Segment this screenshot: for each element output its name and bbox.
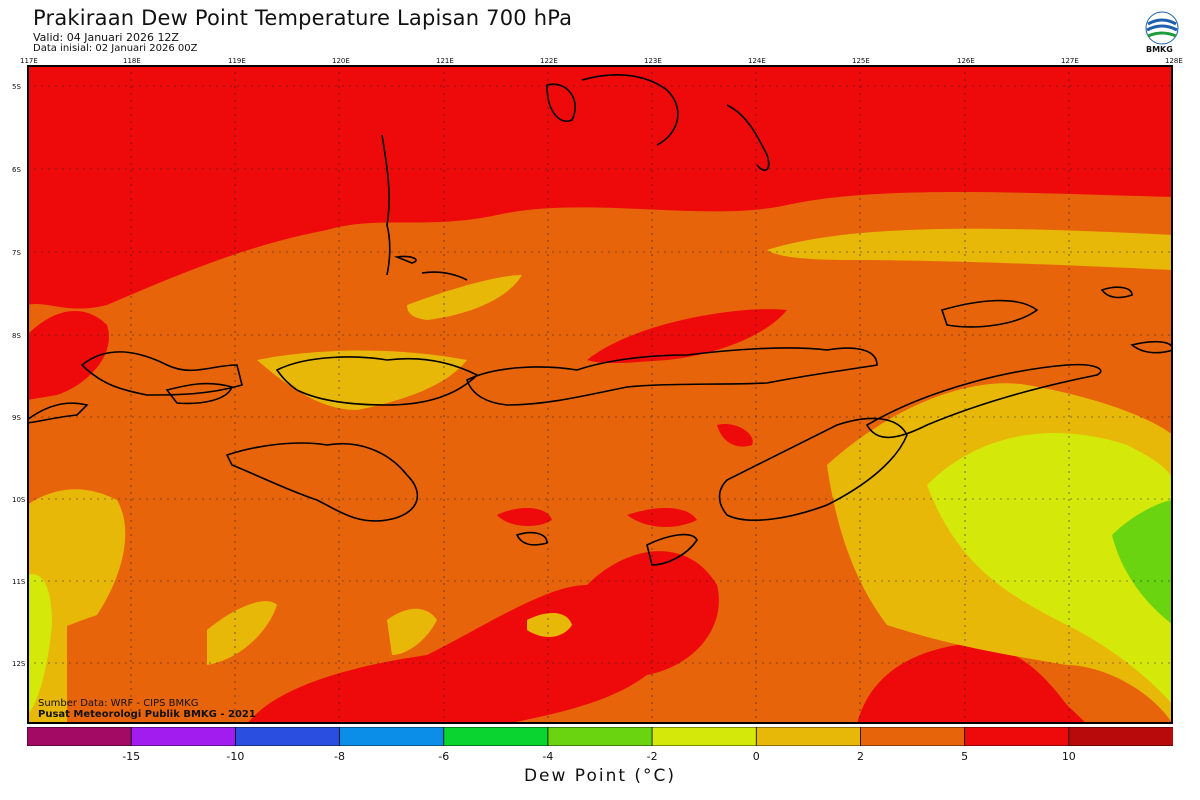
- lon-label: 119E: [228, 57, 246, 65]
- colorbar-label: Dew Point (°C): [523, 766, 677, 786]
- lon-label: 120E: [332, 57, 350, 65]
- field-red-timor: [717, 424, 753, 447]
- lon-label: 118E: [123, 57, 141, 65]
- colorbar-segment: [860, 727, 966, 746]
- lon-label: 122E: [540, 57, 558, 65]
- lat-label: 7S: [12, 249, 21, 257]
- colorbar-tick-label: 0: [753, 750, 760, 763]
- map-title: Prakiraan Dew Point Temperature Lapisan …: [33, 6, 573, 30]
- colorbar-tick-label: -10: [226, 750, 244, 763]
- colorbar-segment: [755, 727, 862, 746]
- colorbar-segment: [547, 727, 653, 746]
- field-green-east: [1112, 500, 1173, 625]
- field-red-north2: [27, 65, 1173, 175]
- lon-label: 125E: [852, 57, 870, 65]
- lon-label: 128E: [1165, 57, 1183, 65]
- coastlines: [27, 74, 1173, 566]
- colorbar-tick-label: -8: [334, 750, 345, 763]
- field-red-southeast: [857, 644, 1087, 724]
- lat-label: 5S: [12, 83, 21, 91]
- lon-label: 126E: [957, 57, 975, 65]
- field-yellow-south4: [527, 613, 572, 637]
- lon-label: 117E: [20, 57, 38, 65]
- lon-label: 124E: [748, 57, 766, 65]
- lon-label-strip: 117E 118E 119E 120E 121E 122E 123E 124E …: [20, 57, 1183, 65]
- field-red-south-small: [497, 508, 552, 527]
- lat-label: 8S: [12, 332, 21, 340]
- lat-label: 10S: [12, 496, 26, 504]
- colorbar-tick-label: -4: [542, 750, 553, 763]
- colorbar-tick-label: -2: [647, 750, 658, 763]
- valid-time: Valid: 04 Januari 2026 12Z: [33, 31, 179, 44]
- lat-label: 9S: [12, 414, 21, 422]
- colorbar-segment: [27, 727, 133, 746]
- colorbar-tick-label: -6: [438, 750, 449, 763]
- center-credit: Pusat Meteorologi Publik BMKG - 2021: [38, 709, 256, 720]
- field-red-southwest2: [627, 508, 697, 527]
- lat-label: 12S: [12, 660, 26, 668]
- colorbar-tick-label: 2: [857, 750, 864, 763]
- field-red-westlombok: [27, 311, 109, 400]
- graticule: [27, 65, 1173, 724]
- lon-label: 123E: [644, 57, 662, 65]
- lat-label-strip: 5S 6S 7S 8S 9S 10S 11S 12S: [12, 83, 26, 668]
- field-yellow-east: [767, 228, 1173, 270]
- data-source-credit: Sumber Data: WRF - CIPS BMKG: [38, 698, 199, 709]
- field-lightyellow-west: [27, 574, 52, 715]
- colorbar-tick-label: 10: [1062, 750, 1076, 763]
- lat-label: 11S: [12, 578, 26, 586]
- colorbar-tick-label: -15: [122, 750, 140, 763]
- colorbar-segment: [130, 727, 237, 746]
- field-lightyellow-east: [927, 433, 1173, 705]
- field-yellow-mid: [407, 275, 522, 320]
- colorbar-segment: [339, 727, 445, 746]
- colorbar-segment: [443, 727, 549, 746]
- colorbar: [27, 727, 1173, 746]
- colorbar-tick-label: 5: [961, 750, 968, 763]
- bmkg-logo: [1145, 11, 1179, 45]
- colorbar-ticks: -15 -10 -8 -6 -4 -2 0 2 5 10: [122, 750, 1076, 763]
- field-red-south: [247, 551, 719, 724]
- dewpoint-map: [27, 65, 1173, 724]
- field-yellow-west: [27, 489, 126, 640]
- map-frame: [27, 65, 1173, 724]
- colorbar-segment: [964, 727, 1070, 746]
- field-red-flores: [587, 309, 787, 364]
- logo-text: BMKG: [1146, 45, 1173, 54]
- colorbar-segment: [234, 727, 341, 746]
- lon-label: 127E: [1061, 57, 1079, 65]
- lon-label: 121E: [436, 57, 454, 65]
- field-yellow-south3: [387, 608, 437, 655]
- field-yellow-south2: [207, 601, 277, 665]
- init-time: Data inisial: 02 Januari 2026 00Z: [33, 43, 198, 54]
- colorbar-segment: [651, 727, 758, 746]
- lat-label: 6S: [12, 166, 21, 174]
- colorbar-segment: [1068, 727, 1173, 746]
